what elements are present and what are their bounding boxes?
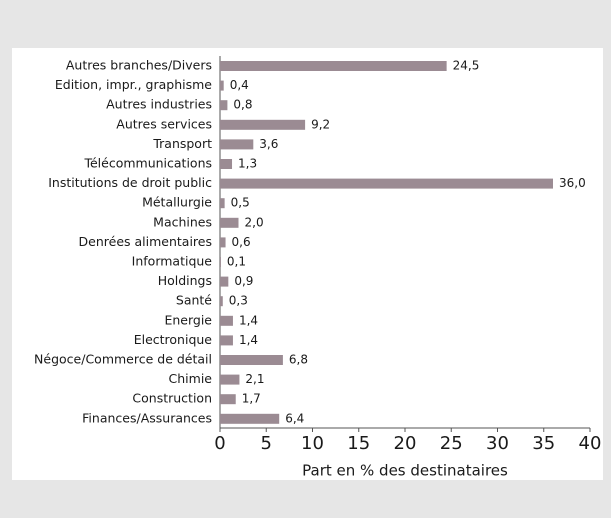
bar <box>220 315 233 326</box>
bar <box>220 335 233 346</box>
bar <box>220 178 553 189</box>
value-label: 1,7 <box>242 392 261 406</box>
x-tick-label: 30 <box>486 433 509 454</box>
value-label: 0,5 <box>231 196 250 210</box>
category-label: Négoce/Commerce de détail <box>34 352 212 367</box>
value-label: 6,8 <box>289 353 308 367</box>
category-label: Télécommunications <box>83 156 212 171</box>
bar <box>220 139 254 150</box>
x-tick-label: 20 <box>394 433 417 454</box>
bar <box>220 198 225 209</box>
bar <box>220 61 447 71</box>
x-tick-label: 5 <box>261 433 272 454</box>
category-label: Santé <box>176 293 212 308</box>
value-label: 0,9 <box>234 274 253 288</box>
category-label: Autres services <box>116 116 212 131</box>
bar <box>220 257 221 267</box>
value-label: 0,1 <box>227 255 246 269</box>
value-label: 24,5 <box>453 59 480 73</box>
category-label: Institutions de droit public <box>48 175 212 190</box>
value-label: 2,1 <box>245 372 264 386</box>
bar <box>220 296 223 307</box>
value-label: 36,0 <box>559 176 586 190</box>
bar <box>220 100 228 111</box>
value-label: 0,4 <box>230 78 249 92</box>
value-label: 1,3 <box>238 157 257 171</box>
value-label: 6,4 <box>285 411 304 425</box>
category-label: Electronique <box>134 332 213 347</box>
category-label: Denrées alimentaires <box>79 234 212 249</box>
category-label: Construction <box>132 391 212 406</box>
x-tick-label: 40 <box>579 433 602 454</box>
x-tick-label: 10 <box>301 433 324 454</box>
bar <box>220 217 239 228</box>
x-tick-label: 35 <box>532 433 555 454</box>
x-tick-label: 0 <box>214 433 225 454</box>
category-label: Chimie <box>169 371 213 386</box>
value-label: 0,8 <box>233 98 252 112</box>
category-label: Métallurgie <box>142 195 212 210</box>
x-tick-label: 25 <box>440 433 463 454</box>
bar <box>220 355 283 365</box>
bar <box>220 276 229 287</box>
value-label: 0,3 <box>229 294 248 308</box>
bar <box>220 394 236 405</box>
category-label: Energie <box>164 312 212 327</box>
category-label: Transport <box>152 136 212 151</box>
bar <box>220 119 306 130</box>
value-label: 0,6 <box>232 235 251 249</box>
category-label: Machines <box>153 214 212 229</box>
x-axis-title: Part en % des destinataires <box>302 462 508 480</box>
bar <box>220 80 224 91</box>
value-label: 2,0 <box>245 215 264 229</box>
bar <box>220 374 240 385</box>
category-label: Autres branches/Divers <box>66 58 212 73</box>
bar <box>220 413 280 424</box>
category-label: Holdings <box>158 273 212 288</box>
category-label: Informatique <box>132 254 213 269</box>
value-label: 3,6 <box>259 137 278 151</box>
value-label: 1,4 <box>239 333 258 347</box>
category-label: Finances/Assurances <box>82 410 212 425</box>
category-label: Autres industries <box>106 97 212 112</box>
value-label: 9,2 <box>311 117 330 131</box>
bar <box>220 237 226 248</box>
category-label: Edition, impr., graphisme <box>55 77 212 92</box>
x-tick-label: 15 <box>347 433 370 454</box>
value-label: 1,4 <box>239 313 258 327</box>
panel <box>12 48 603 480</box>
bar <box>220 159 233 169</box>
